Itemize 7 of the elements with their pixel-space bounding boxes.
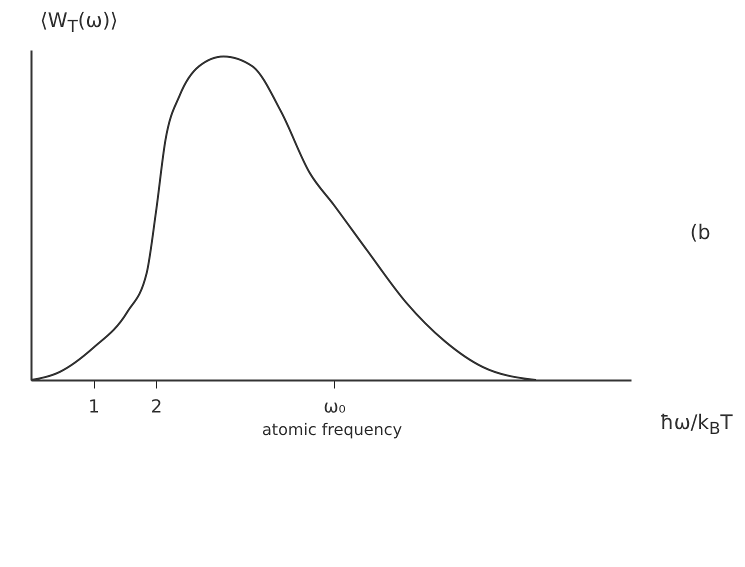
y-axis-title: ⟨W$_{T}$(ω)⟩ xyxy=(40,8,118,36)
x-tick-label: 1 xyxy=(88,396,100,418)
x-axis-title: ħω/k$_{B}$T xyxy=(660,410,733,438)
x-tick-label: ω₀ xyxy=(323,396,346,418)
text: atomic frequency xyxy=(262,420,402,439)
x-tick-label: 2 xyxy=(150,396,162,418)
text: (b xyxy=(690,220,710,244)
